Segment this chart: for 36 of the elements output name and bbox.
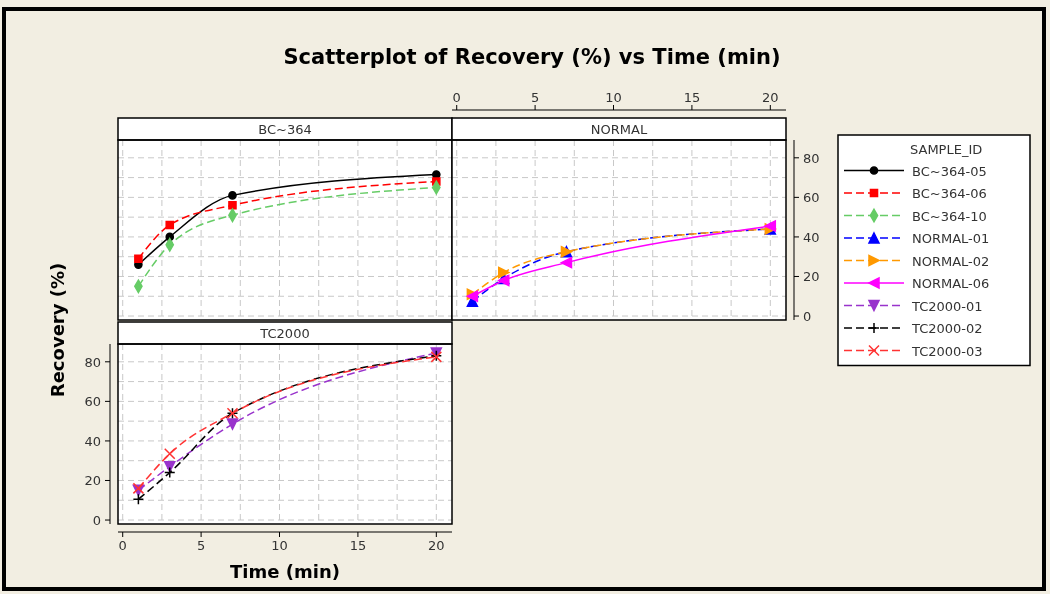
legend-label: BC~364-05 <box>912 163 987 179</box>
y-tick-label: 0 <box>803 309 812 325</box>
text: Scatterplot of Recovery (%) vs Time (min) <box>283 45 781 69</box>
legend-label: TC2000-02 <box>911 321 983 336</box>
legend-label: NORMAL-01 <box>912 231 990 246</box>
legend-label: BC~364-10 <box>912 208 987 224</box>
y-tick-label: 20 <box>803 269 820 285</box>
legend-label: NORMAL-02 <box>912 253 990 269</box>
x-tick-label: 5 <box>530 90 540 105</box>
x-axis-title: Time (min) <box>230 561 340 582</box>
x-tick-label: 5 <box>196 538 206 553</box>
chart-subtitle: NORMAL <box>590 122 648 137</box>
legend-label: BC~364-06 <box>912 186 987 201</box>
x-tick-label: 20 <box>428 538 445 553</box>
x-tick-label: 0 <box>118 538 127 553</box>
y-tick-label: 0 <box>92 513 101 529</box>
x-tick-label: 20 <box>762 90 779 105</box>
y-tick-label: 80 <box>84 354 101 370</box>
legend-title: SAMPLE_ID <box>910 142 983 157</box>
x-tick-label: 10 <box>271 538 288 553</box>
legend-label: NORMAL-06 <box>912 276 990 291</box>
x-tick-label: 15 <box>683 90 701 105</box>
x-tick-label: 10 <box>605 90 622 105</box>
chart-subtitle: TC2000 <box>259 326 310 341</box>
y-tick-label: 60 <box>84 394 101 410</box>
y-tick-label: 40 <box>84 433 101 449</box>
legend-label: TC2000-01 <box>911 298 983 314</box>
x-tick-label: 0 <box>452 90 461 105</box>
y-tick-label: 60 <box>803 190 820 206</box>
y-tick-label: 20 <box>84 473 101 489</box>
y-axis-title: Recovery (%) <box>47 262 68 398</box>
chart-subtitle: BC~364 <box>258 122 312 137</box>
legend-label: TC2000-03 <box>911 343 983 359</box>
y-tick-label: 80 <box>803 150 820 166</box>
x-tick-label: 15 <box>349 538 367 553</box>
y-tick-label: 40 <box>803 229 820 245</box>
